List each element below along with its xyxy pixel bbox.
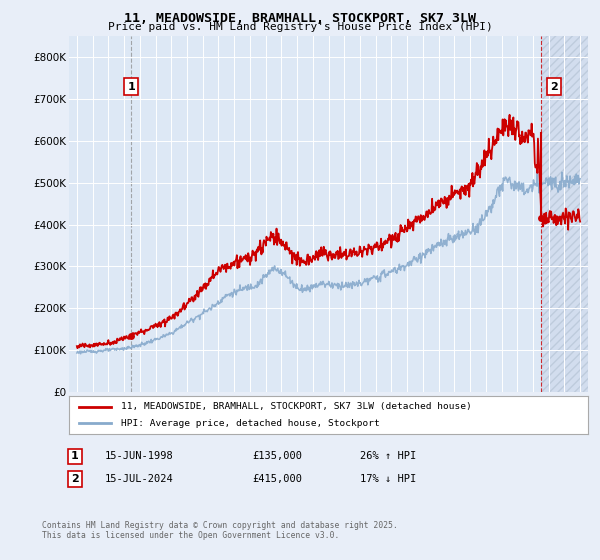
Text: 2: 2 (71, 474, 79, 484)
Text: 1: 1 (71, 451, 79, 461)
Text: £415,000: £415,000 (252, 474, 302, 484)
Text: Contains HM Land Registry data © Crown copyright and database right 2025.
This d: Contains HM Land Registry data © Crown c… (42, 521, 398, 540)
Text: 17% ↓ HPI: 17% ↓ HPI (360, 474, 416, 484)
Text: £135,000: £135,000 (252, 451, 302, 461)
Text: 11, MEADOWSIDE, BRAMHALL, STOCKPORT, SK7 3LW: 11, MEADOWSIDE, BRAMHALL, STOCKPORT, SK7… (124, 12, 476, 25)
Text: 15-JUN-1998: 15-JUN-1998 (105, 451, 174, 461)
Text: 2: 2 (550, 82, 558, 92)
Text: 11, MEADOWSIDE, BRAMHALL, STOCKPORT, SK7 3LW (detached house): 11, MEADOWSIDE, BRAMHALL, STOCKPORT, SK7… (121, 402, 472, 411)
Text: 1: 1 (127, 82, 135, 92)
Text: 15-JUL-2024: 15-JUL-2024 (105, 474, 174, 484)
Text: 26% ↑ HPI: 26% ↑ HPI (360, 451, 416, 461)
Text: Price paid vs. HM Land Registry's House Price Index (HPI): Price paid vs. HM Land Registry's House … (107, 22, 493, 32)
Bar (541, 36, 588, 392)
Text: HPI: Average price, detached house, Stockport: HPI: Average price, detached house, Stoc… (121, 419, 380, 428)
